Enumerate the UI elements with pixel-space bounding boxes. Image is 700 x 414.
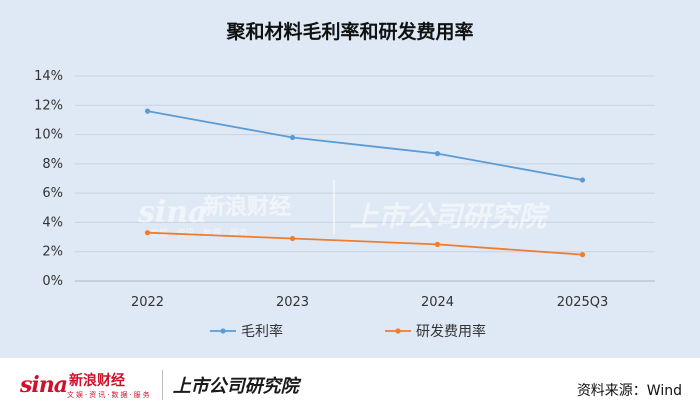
legend-label: 毛利率 [241, 323, 283, 340]
footer-brand-sub: 文娱·资讯·数据·服务 [67, 391, 152, 399]
series-line [147, 110, 583, 181]
data-point [144, 230, 151, 236]
watermark-research-name: 上市公司研究院 [350, 200, 551, 233]
chart: 聚和材料毛利率和研发费用率 0%2%4%6%8%10%12%14% 2022 20… [34, 20, 655, 340]
y-tick-label: 8% [42, 157, 63, 172]
x-tick-label: 2022 [131, 295, 164, 310]
legend-marker [220, 328, 226, 334]
y-tick-label: 14% [34, 69, 63, 84]
footer-brand: 新浪财经 文娱·资讯·数据·服务 [67, 370, 152, 400]
data-point [289, 235, 296, 242]
data-point [434, 241, 441, 247]
sina-logo-icon: sina [20, 372, 68, 398]
x-tick-label: 2023 [276, 295, 309, 310]
x-tick-label: 2025Q3 [557, 295, 609, 310]
watermark-brand-mark: sina [137, 195, 208, 230]
footer-brand-name: 新浪财经 [69, 373, 125, 389]
watermark: sina 新浪财经 文娱 · 资讯 · 数据 · 服务 上市公司研究院 [137, 180, 551, 239]
data-point [579, 177, 586, 183]
legend-label: 研发费用率 [416, 323, 486, 340]
data-point [579, 252, 586, 258]
legend-marker [395, 328, 401, 334]
y-tick-label: 12% [34, 98, 63, 113]
series-group [144, 108, 586, 258]
legend: 毛利率 研发费用率 [210, 323, 486, 340]
footer-research-name: 上市公司研究院 [172, 376, 299, 397]
data-point [434, 151, 441, 157]
series-line [147, 231, 583, 256]
watermark-brand-name: 新浪财经 [203, 194, 291, 220]
footer-divider [161, 370, 163, 400]
source-note: 资料来源：Wind [576, 383, 682, 399]
data-point [144, 108, 151, 114]
y-tick-label: 2% [42, 245, 63, 260]
watermark-divider [333, 180, 335, 234]
y-tick-label: 6% [42, 186, 63, 201]
data-point [289, 134, 296, 141]
grid [75, 75, 655, 282]
x-tick-label: 2024 [421, 295, 454, 310]
y-tick-label: 10% [34, 128, 63, 143]
footer: sina 新浪财经 文娱·资讯·数据·服务 上市公司研究院 资料来源：Wind [0, 358, 700, 414]
y-tick-label: 4% [42, 215, 63, 230]
footer-logo: sina 新浪财经 文娱·资讯·数据·服务 上市公司研究院 [20, 370, 299, 400]
x-axis-ticks: 2022 2023 2024 2025Q3 [131, 295, 608, 310]
chart-title: 聚和材料毛利率和研发费用率 [225, 20, 473, 43]
y-tick-label: 0% [42, 274, 63, 289]
y-axis-ticks: 0% 2% 4% 6% 8% 10% 12% 14% [34, 69, 63, 289]
